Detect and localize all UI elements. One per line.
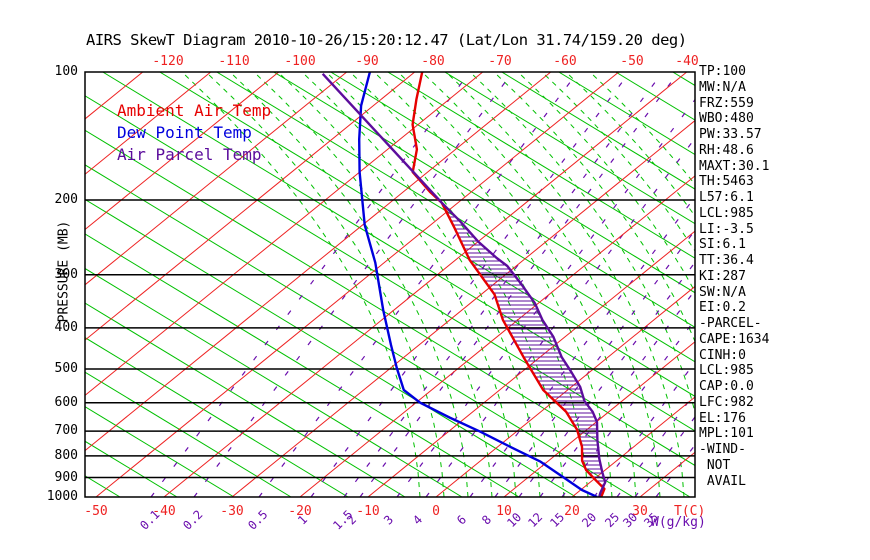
bottom-temp-label-0: 0 — [432, 504, 440, 519]
stat-line-lcl-985: LCL:985 — [699, 205, 754, 221]
stat-line-el-176: EL:176 — [699, 410, 746, 426]
stat-line-cape-1634: CAPE:1634 — [699, 331, 770, 347]
plot-frame — [84, 71, 696, 498]
pressure-tick-300: 300 — [54, 266, 78, 282]
stat-line-avail: AVAIL — [699, 473, 746, 489]
stat-line--wind-: -WIND- — [699, 442, 746, 457]
top-temp-label--80: -80 — [421, 54, 445, 69]
bottom-temp-label--50: -50 — [84, 504, 108, 519]
top-temp-label--40: -40 — [675, 54, 699, 69]
bottom-temp-label-30: 30 — [632, 504, 648, 519]
stat-line-not: NOT — [699, 457, 731, 473]
top-temp-label--100: -100 — [284, 54, 316, 69]
pressure-tick-500: 500 — [54, 361, 78, 377]
stat-line-lfc-982: LFC:982 — [699, 394, 754, 410]
dew-point-curve — [358, 72, 598, 497]
legend-air-parcel-temp: Air Parcel Temp — [117, 145, 262, 164]
bottom-temp-label--40: -40 — [152, 504, 176, 519]
legend-ambient-air-temp: Ambient Air Temp — [117, 101, 272, 120]
bottom-temp-label-20: 20 — [564, 504, 580, 519]
stat-line-wbo-480: WBO:480 — [699, 111, 754, 127]
parcel-temp-curve — [321, 72, 607, 497]
top-temp-label--120: -120 — [152, 54, 184, 69]
stat-line-si-6-1: SI:6.1 — [699, 237, 746, 253]
pressure-tick-700: 700 — [54, 423, 78, 439]
stat-line-rh-48-6: RH:48.6 — [699, 142, 754, 158]
bottom-temp-label-10: 10 — [496, 504, 512, 519]
temp-unit-label: T(C) — [674, 504, 706, 519]
pressure-tick-800: 800 — [54, 447, 78, 463]
pressure-tick-1000: 1000 — [46, 489, 78, 504]
top-temp-label--50: -50 — [620, 54, 644, 69]
bottom-temp-label--30: -30 — [220, 504, 244, 519]
stat-line-li-3-5: LI:-3.5 — [699, 221, 754, 237]
stat-line-cinh-0: CINH:0 — [699, 347, 746, 363]
stat-line-tp-100: TP:100 — [699, 64, 746, 79]
pressure-tick-600: 600 — [54, 394, 78, 410]
pressure-tick-200: 200 — [54, 191, 78, 207]
pressure-tick-400: 400 — [54, 319, 78, 335]
stat-line-l57-6-1: L57:6.1 — [699, 190, 754, 205]
stat-line-frz-559: FRZ:559 — [699, 95, 754, 111]
stat-line-pw-33-57: PW:33.57 — [699, 127, 762, 142]
stat-line-lcl-985: LCL:985 — [699, 363, 754, 379]
stat-line-cap-0-0: CAP:0.0 — [699, 379, 754, 394]
bottom-temp-label--10: -10 — [356, 504, 380, 519]
stat-line-mw-n-a: MW:N/A — [699, 79, 746, 95]
stat-line-ei-0-2: EI:0.2 — [699, 300, 746, 316]
dry-adiabat-lines — [85, 72, 695, 497]
bottom-temp-label--20: -20 — [288, 504, 312, 519]
stat-line-tt-36-4: TT:36.4 — [699, 253, 754, 268]
stat-line-mpl-101: MPL:101 — [699, 426, 754, 442]
pressure-tick-100: 100 — [54, 64, 78, 79]
top-temp-label--60: -60 — [553, 54, 577, 69]
pressure-tick-900: 900 — [54, 469, 78, 485]
cape-hatch-area — [445, 208, 604, 486]
legend-dew-point-temp: Dew Point Temp — [117, 123, 252, 142]
stat-line-sw-n-a: SW:N/A — [699, 284, 746, 300]
page-title: AIRS SkewT Diagram 2010-10-26/15:20:12.4… — [86, 31, 687, 49]
moist-adiabat-lines — [181, 72, 695, 497]
mixing-unit-label: W(g/kg) — [651, 515, 706, 530]
stat-line-th-5463: TH:5463 — [699, 174, 754, 190]
top-temp-label--90: -90 — [355, 54, 379, 69]
stat-line-ki-287: KI:287 — [699, 268, 746, 284]
top-temp-label--70: -70 — [488, 54, 512, 69]
stat-line--parcel-: -PARCEL- — [699, 316, 762, 331]
top-temp-label--110: -110 — [218, 54, 250, 69]
ambient-temp-curve — [411, 72, 606, 497]
stat-line-maxt-30-1: MAXT:30.1 — [699, 158, 770, 174]
